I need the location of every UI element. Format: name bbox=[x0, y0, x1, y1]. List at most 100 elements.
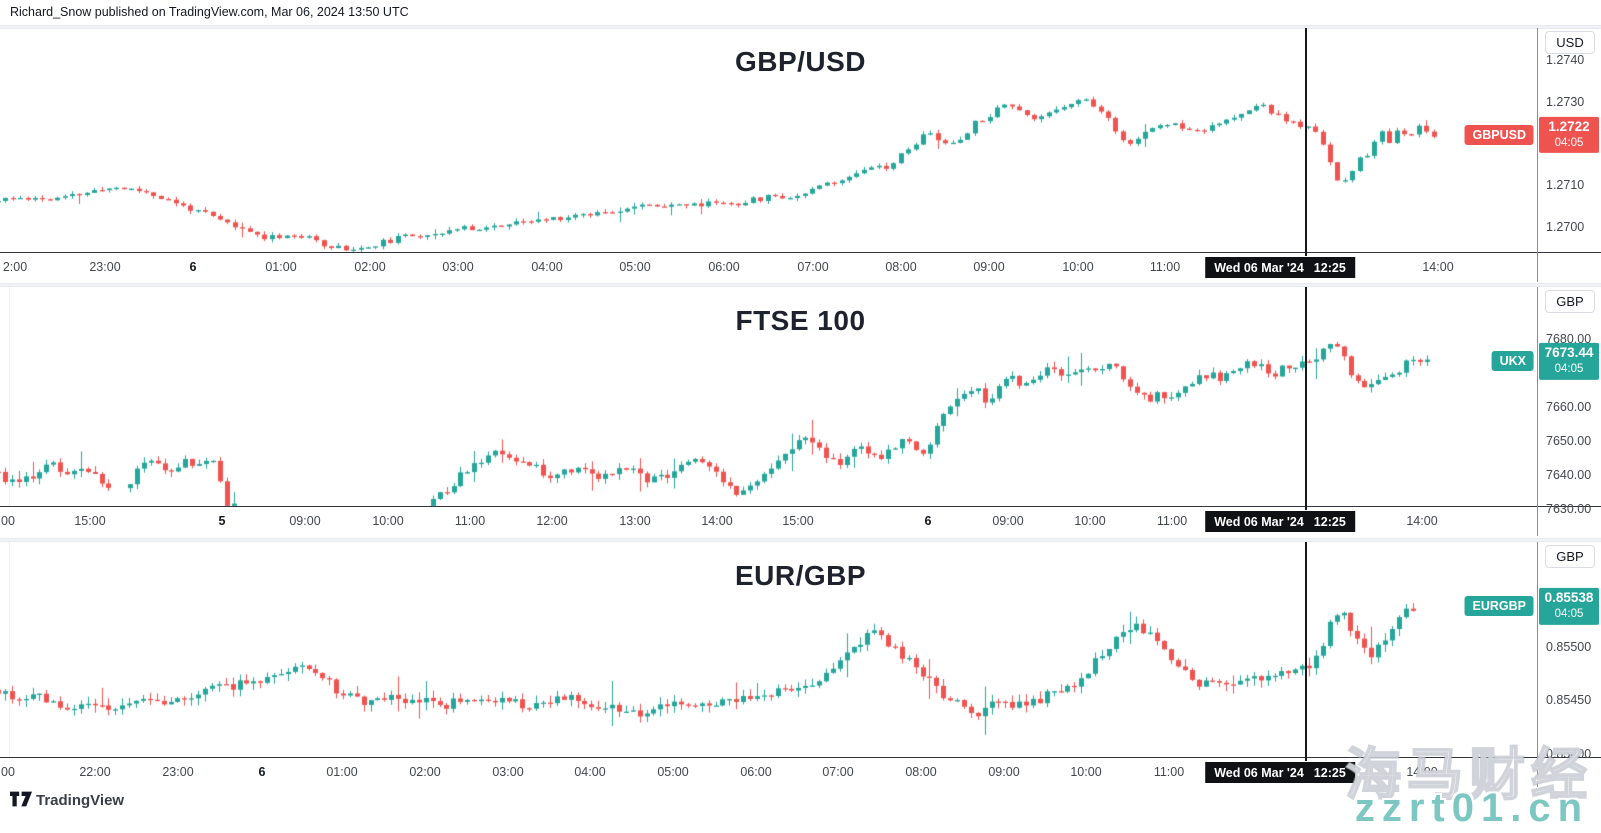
last-price: 0.85538 bbox=[1544, 590, 1594, 606]
time-tick: 14:00 bbox=[1406, 765, 1438, 779]
time-axis-border bbox=[0, 506, 1601, 507]
time-tick: 07:00 bbox=[822, 765, 854, 779]
crosshair-date: Wed 06 Mar '24 bbox=[1214, 260, 1304, 275]
last-price-box-eurgbp: 0.85538 04:05 bbox=[1539, 588, 1599, 625]
time-axis-gbpusd[interactable]: 2:00 23:00 6 01:00 02:00 03:00 04:00 05:00 06:00… bbox=[0, 253, 1601, 282]
time-tick: 2:00 bbox=[2, 260, 28, 274]
price-tick: 0.85500 bbox=[1546, 639, 1592, 654]
time-tick: 10:00 bbox=[1062, 260, 1094, 274]
time-axis-border bbox=[0, 757, 1601, 758]
time-tick: 10:00 bbox=[1074, 514, 1106, 528]
time-tick: 11:00 bbox=[1156, 514, 1188, 528]
bar-countdown: 04:05 bbox=[1554, 363, 1584, 376]
last-price-box-ukx: 7673.44 04:05 bbox=[1539, 343, 1599, 380]
price-tick: 7650.00 bbox=[1546, 434, 1592, 449]
time-tick: 05:00 bbox=[619, 260, 651, 274]
time-tick: 09:00 bbox=[973, 260, 1005, 274]
time-tick: 02:00 bbox=[409, 765, 441, 779]
price-scale-border bbox=[1537, 542, 1538, 787]
price-tick: 7680.00 bbox=[1546, 332, 1592, 347]
price-tick: 7660.00 bbox=[1546, 400, 1592, 415]
tradingview-brand-text[interactable]: TradingView bbox=[36, 792, 125, 809]
bar-countdown: 04:05 bbox=[1554, 136, 1584, 149]
price-scale-ukx[interactable]: 7680.00 7660.00 7650.00 7640.00 7630.00 GBP bbox=[1537, 287, 1601, 516]
chart-title-ukx: FTSE 100 bbox=[735, 305, 866, 336]
time-axis-ukx[interactable]: 00 15:00 5 09:00 10:00 11:00 12:00 13:00 14:00 15… bbox=[0, 507, 1601, 536]
time-tick: 11:00 bbox=[1149, 260, 1181, 274]
time-tick: 06:00 bbox=[740, 765, 772, 779]
ticker-tag-eurgbp[interactable]: EURGBP bbox=[1464, 596, 1534, 617]
crosshair-time: 12:25 bbox=[1313, 260, 1346, 275]
crosshair-date: Wed 06 Mar '24 bbox=[1214, 765, 1304, 780]
time-tick: 22:00 bbox=[79, 765, 111, 779]
chart-title-gbpusd: GBP/USD bbox=[734, 46, 867, 77]
time-tick: 01:00 bbox=[326, 765, 358, 779]
time-tick: 11:00 bbox=[1153, 765, 1185, 779]
time-tick: 15:00 bbox=[74, 514, 106, 528]
session-break-line bbox=[9, 542, 10, 757]
price-tick: 1.2730 bbox=[1546, 95, 1585, 109]
last-price-box-gbpusd: 1.2722 04:05 bbox=[1539, 117, 1599, 154]
crosshair-line bbox=[1305, 542, 1307, 761]
time-tick: 6 bbox=[189, 260, 197, 274]
time-tick: 6 bbox=[924, 514, 932, 528]
time-tick: 23:00 bbox=[162, 765, 194, 779]
crosshair-time: 12:25 bbox=[1313, 765, 1346, 780]
time-tick: 5 bbox=[218, 514, 226, 528]
time-tick: 12:00 bbox=[536, 514, 568, 528]
time-tick: 01:00 bbox=[265, 260, 297, 274]
time-tick: 03:00 bbox=[492, 765, 524, 779]
crosshair-line bbox=[1305, 28, 1307, 256]
time-tick: 09:00 bbox=[289, 514, 321, 528]
time-tick: 00 bbox=[1, 765, 15, 779]
currency-button-ukx[interactable]: GBP bbox=[1545, 290, 1595, 313]
time-tick: 06:00 bbox=[708, 260, 740, 274]
currency-button-gbpusd[interactable]: USD bbox=[1545, 31, 1595, 54]
time-tick: 04:00 bbox=[531, 260, 563, 274]
crosshair-date: Wed 06 Mar '24 bbox=[1214, 514, 1304, 529]
time-tick: 05:00 bbox=[657, 765, 689, 779]
price-tick: 0.85450 bbox=[1546, 693, 1592, 708]
crosshair-line bbox=[1305, 287, 1307, 510]
time-tick: 08:00 bbox=[885, 260, 917, 274]
crosshair-time-label: Wed 06 Mar '24 12:25 bbox=[1205, 762, 1355, 783]
crosshair-time-label: Wed 06 Mar '24 12:25 bbox=[1205, 257, 1355, 278]
time-axis-eurgbp[interactable]: 00 22:00 23:00 6 01:00 02:00 03:00 04:00 05:00 06… bbox=[0, 758, 1601, 787]
price-tick: 0.85400 bbox=[1546, 747, 1592, 761]
time-tick: 23:00 bbox=[89, 260, 121, 274]
last-price: 7673.44 bbox=[1544, 345, 1594, 361]
time-tick: 14:00 bbox=[701, 514, 733, 528]
time-tick: 10:00 bbox=[372, 514, 404, 528]
price-tick: 1.2700 bbox=[1546, 219, 1585, 234]
time-tick: 6 bbox=[258, 765, 266, 779]
ticker-tag-gbpusd[interactable]: GBPUSD bbox=[1464, 125, 1534, 146]
time-tick: 04:00 bbox=[574, 765, 606, 779]
time-tick: 10:00 bbox=[1070, 765, 1102, 779]
price-tick: 1.2740 bbox=[1546, 53, 1585, 68]
currency-button-eurgbp[interactable]: GBP bbox=[1545, 545, 1595, 568]
ticker-tag-ukx[interactable]: UKX bbox=[1491, 351, 1534, 372]
crosshair-time-label: Wed 06 Mar '24 12:25 bbox=[1205, 511, 1355, 532]
time-tick: 09:00 bbox=[992, 514, 1024, 528]
session-break-line bbox=[9, 287, 10, 506]
watermark-cjk-text: 海马财经 bbox=[1344, 742, 1593, 807]
chart-title-eurgbp: EUR/GBP bbox=[734, 560, 867, 591]
tradingview-logo-icon[interactable] bbox=[10, 791, 32, 807]
last-price: 1.2722 bbox=[1548, 119, 1590, 135]
price-tick: 7630.00 bbox=[1546, 502, 1592, 517]
time-tick: 14:00 bbox=[1406, 514, 1438, 528]
time-tick: 08:00 bbox=[905, 765, 937, 779]
time-tick: 00 bbox=[1, 514, 15, 528]
time-tick: 03:00 bbox=[442, 260, 474, 274]
time-tick: 14:00 bbox=[1422, 260, 1454, 274]
crosshair-time: 12:25 bbox=[1313, 514, 1346, 529]
price-tick: 7640.00 bbox=[1546, 468, 1592, 483]
time-tick: 02:00 bbox=[354, 260, 386, 274]
time-tick: 11:00 bbox=[454, 514, 486, 528]
time-tick: 13:00 bbox=[619, 514, 651, 528]
price-scale-gbpusd[interactable]: 1.2740 1.2730 1.2710 1.2700 USD bbox=[1537, 28, 1601, 252]
watermark-url-text: zzrt01.cn bbox=[1354, 786, 1589, 830]
